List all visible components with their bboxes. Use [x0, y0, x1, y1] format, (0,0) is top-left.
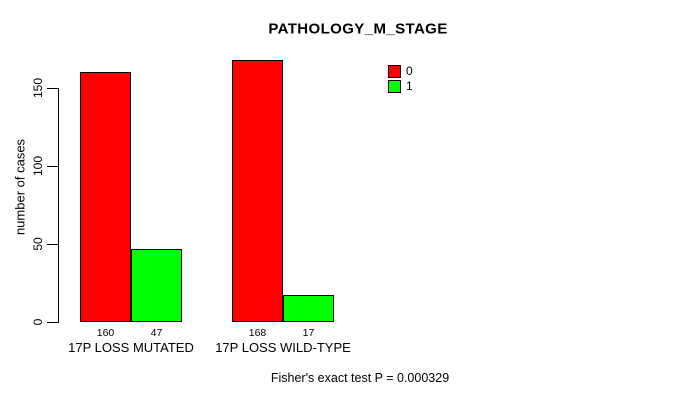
legend-label: 1: [406, 79, 413, 93]
chart-title: PATHOLOGY_M_STAGE: [268, 20, 448, 38]
category-label: 17P LOSS WILD-TYPE: [215, 340, 351, 355]
bar: [232, 59, 283, 322]
y-axis-line: [58, 88, 59, 323]
legend-swatch-icon: [388, 65, 401, 78]
bar: [80, 72, 131, 322]
fisher-test-note: Fisher's exact test P = 0.000329: [270, 371, 450, 385]
y-axis-tick: [47, 322, 58, 323]
y-axis-label: number of cases: [12, 138, 28, 236]
legend-item: 0: [388, 65, 413, 78]
bar-value-label: 47: [150, 327, 163, 339]
y-axis-tick-label: 0: [31, 318, 45, 326]
bar: [131, 248, 182, 322]
y-axis-tick-label: 100: [31, 155, 45, 177]
legend-swatch-icon: [388, 80, 401, 93]
bar-value-label: 168: [248, 327, 267, 339]
y-axis-tick-label: 150: [31, 77, 45, 99]
legend-label: 0: [406, 64, 413, 78]
bar: [283, 295, 334, 322]
legend-item: 1: [388, 80, 413, 93]
y-axis-tick: [47, 166, 58, 167]
y-axis-tick-label: 50: [31, 237, 45, 251]
category-label: 17P LOSS MUTATED: [68, 340, 194, 355]
bar-value-label: 17: [302, 327, 315, 339]
bar-value-label: 160: [96, 327, 115, 339]
y-axis-tick: [47, 88, 58, 89]
y-axis-tick: [47, 244, 58, 245]
